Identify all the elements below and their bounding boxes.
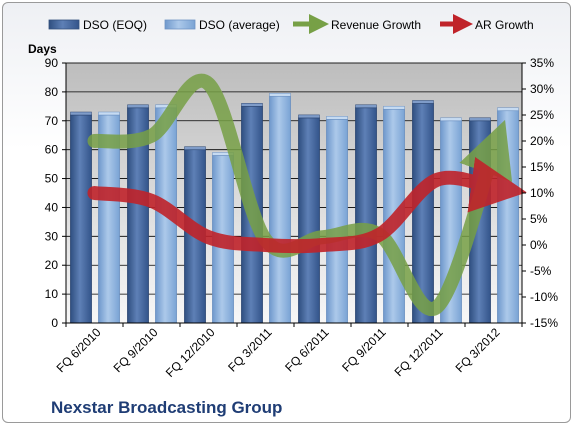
bar-dso-eoq	[355, 107, 377, 324]
right-axis-ticks: -15% -10% -5% 0% 5% 10% 15% 20% 25% 30% 35%	[521, 56, 558, 330]
bar-cap-dso-eoq	[184, 146, 206, 150]
left-tick-label: 30	[45, 229, 59, 243]
legend-label-dso-eoq: DSO (EOQ)	[83, 18, 147, 32]
right-tick-label: 10%	[530, 186, 554, 200]
x-tick-label: FQ 12/2010	[163, 325, 218, 380]
left-tick-label: 50	[45, 172, 59, 186]
left-tick-label: 10	[45, 287, 59, 301]
y-axis-title: Days	[28, 42, 57, 56]
bar-cap-dso-average	[383, 105, 405, 110]
x-tick-label: FQ 9/2011	[339, 325, 389, 375]
bar-dso-eoq	[70, 114, 92, 324]
bar-cap-dso-average	[269, 92, 291, 97]
x-tick-label: FQ 12/2011	[392, 325, 446, 379]
bar-cap-dso-eoq	[412, 100, 434, 104]
bar-cap-dso-average	[98, 111, 120, 116]
right-tick-label: 30%	[530, 82, 554, 96]
bar-cap-dso-eoq	[241, 103, 263, 107]
bar-cap-dso-average	[440, 117, 462, 122]
bar-dso-average	[497, 110, 519, 324]
x-tick-label: FQ 3/2011	[225, 325, 275, 375]
legend-label-revenue-growth: Revenue Growth	[331, 18, 421, 32]
bar-cap-dso-eoq	[127, 104, 149, 109]
growth-lines	[87, 73, 527, 316]
left-tick-label: 80	[45, 85, 59, 99]
right-tick-label: -5%	[530, 264, 552, 278]
x-tick-label: FQ 9/2010	[111, 325, 161, 375]
bar-cap-dso-eoq	[70, 111, 92, 116]
legend: DSO (EOQ) DSO (average) Revenue Growth A…	[48, 14, 534, 34]
bar-cap-dso-average	[497, 107, 519, 111]
legend-item-dso-average: DSO (average)	[164, 18, 280, 32]
left-tick-label: 20	[45, 258, 59, 272]
bar-cap-dso-eoq	[298, 114, 320, 119]
right-tick-label: 35%	[530, 56, 554, 70]
right-tick-label: -15%	[530, 316, 558, 330]
legend-item-revenue-growth: Revenue Growth	[293, 14, 421, 34]
company-name: Nexstar Broadcasting Group	[51, 398, 282, 417]
x-axis-ticks: FQ 6/2010 FQ 9/2010 FQ 12/2010 FQ 3/2011 FQ …	[54, 322, 523, 380]
left-tick-label: 90	[45, 56, 59, 70]
right-tick-label: 5%	[530, 212, 548, 226]
right-tick-label: 25%	[530, 108, 554, 122]
left-axis-ticks: 0 10 20 30 40 50 60 70 80 90	[45, 56, 67, 330]
chart-frame: DSO (EOQ) DSO (average) Revenue Growth A…	[2, 2, 571, 423]
legend-swatch-dso-eoq	[48, 19, 80, 30]
left-tick-label: 70	[45, 114, 59, 128]
bar-cap-dso-eoq	[469, 117, 491, 122]
right-tick-label: 0%	[530, 238, 548, 252]
bar-cap-dso-average	[326, 116, 348, 120]
bar-cap-dso-eoq	[355, 104, 377, 109]
legend-swatch-dso-average	[164, 19, 196, 30]
x-tick-label: FQ 6/2010	[54, 325, 104, 375]
left-tick-label: 60	[45, 143, 59, 157]
chart-svg: DSO (EOQ) DSO (average) Revenue Growth A…	[28, 14, 558, 417]
right-tick-label: 20%	[530, 134, 554, 148]
x-tick-label: FQ 6/2011	[282, 325, 332, 375]
legend-item-dso-eoq: DSO (EOQ)	[48, 18, 147, 32]
left-tick-label: 40	[45, 200, 59, 214]
bar-dso-eoq	[298, 117, 320, 324]
x-tick-label: FQ 3/2012	[453, 325, 503, 375]
bar-dso-average	[326, 118, 348, 324]
ar-growth-line	[87, 157, 527, 254]
right-tick-label: -10%	[530, 290, 558, 304]
legend-label-ar-growth: AR Growth	[475, 18, 534, 32]
legend-item-ar-growth: AR Growth	[440, 14, 534, 34]
bar-dso-average	[269, 95, 291, 324]
legend-label-dso-average: DSO (average)	[199, 18, 280, 32]
left-tick-label: 0	[51, 316, 58, 330]
right-tick-label: 15%	[530, 160, 554, 174]
